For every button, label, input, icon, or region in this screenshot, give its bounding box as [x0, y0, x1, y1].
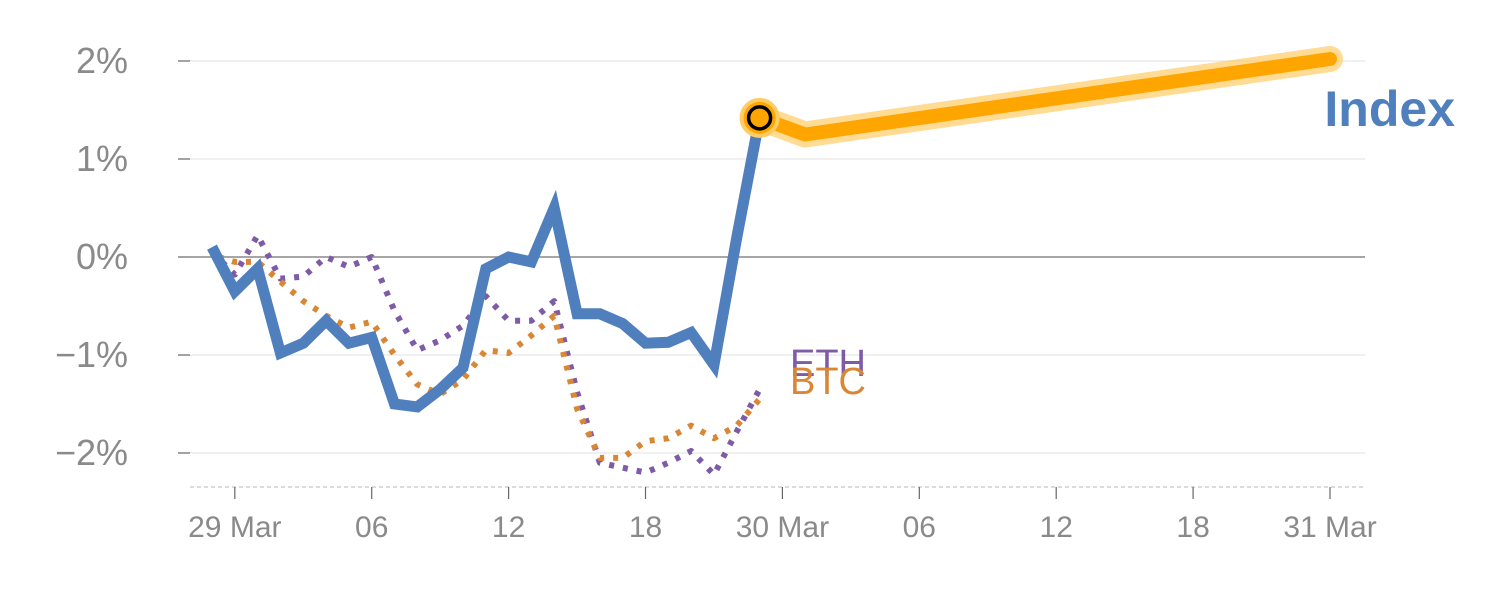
series-line-btc [211, 252, 762, 461]
y-tick-label: 2% [76, 40, 128, 81]
series-label-eth: ETH [790, 343, 866, 385]
x-tick-label: 12 [1040, 511, 1073, 544]
x-axis: 29 Mar 06 12 18 30 Mar 06 12 18 31 Mar [188, 486, 1377, 544]
y-axis: 2% 1% 0% −1% −2% [55, 40, 190, 473]
series-line-eth [209, 232, 763, 478]
y-tick-label: 1% [76, 138, 128, 179]
series-group [207, 46, 1343, 478]
current-point-marker [746, 105, 773, 131]
x-tick-label: 31 Mar [1283, 511, 1376, 544]
series-line-forecast [752, 52, 1337, 142]
y-tick-label: 0% [76, 236, 128, 277]
x-tick-label: 06 [903, 511, 936, 544]
series-label-btc: BTC [790, 361, 866, 403]
x-tick-label: 06 [355, 511, 388, 544]
series-label-index: Index [1324, 81, 1455, 137]
y-tick-label: −2% [55, 432, 128, 473]
y-tick-label: −1% [55, 334, 128, 375]
x-tick-label: 18 [629, 511, 662, 544]
x-tick-label: 18 [1176, 511, 1209, 544]
series-line-index [207, 116, 766, 413]
x-tick-label: 30 Mar [736, 511, 829, 544]
grid [190, 60, 1365, 454]
series-labels: Index ETH BTC [790, 81, 1455, 403]
x-tick-label: 12 [492, 511, 525, 544]
x-tick-label: 29 Mar [188, 511, 281, 544]
